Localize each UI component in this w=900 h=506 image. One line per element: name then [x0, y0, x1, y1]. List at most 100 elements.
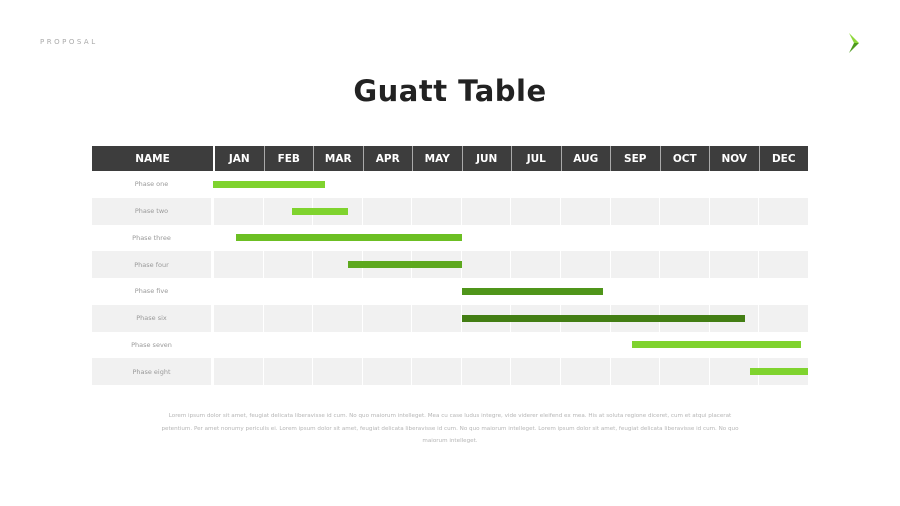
phase-timeline — [213, 304, 808, 332]
month-cell — [262, 358, 313, 385]
month-cell — [609, 278, 660, 305]
month-cell — [510, 224, 560, 252]
phase-row: Phase four — [92, 251, 808, 278]
month-cell — [609, 171, 660, 198]
month-cell — [361, 171, 412, 198]
month-header-oct: OCT — [659, 146, 709, 171]
phase-name: Phase six — [92, 304, 213, 332]
gantt-bar[interactable] — [213, 180, 325, 188]
month-cell — [460, 197, 511, 225]
gantt-bar[interactable] — [749, 368, 808, 376]
month-cell — [659, 251, 709, 278]
month-cell — [361, 331, 412, 359]
month-cell — [758, 171, 808, 198]
month-header-sep: SEP — [610, 146, 660, 171]
month-cell — [758, 304, 808, 332]
month-cell — [312, 278, 362, 305]
phase-name: Phase eight — [92, 358, 213, 385]
month-cell — [560, 197, 610, 225]
month-cell — [758, 224, 808, 252]
month-cell — [659, 278, 709, 305]
month-cell — [262, 304, 313, 332]
month-cell — [609, 331, 660, 359]
month-cell — [560, 171, 610, 198]
month-cell — [411, 171, 461, 198]
month-cell — [460, 251, 511, 278]
month-cell — [411, 358, 461, 385]
month-header-mar: MAR — [313, 146, 363, 171]
month-cell — [312, 331, 362, 359]
phase-timeline — [213, 331, 808, 359]
month-cell — [411, 197, 461, 225]
phase-row: Phase six — [92, 304, 808, 332]
month-cell — [213, 278, 263, 305]
gantt-bar[interactable] — [462, 314, 745, 322]
month-cell — [659, 171, 709, 198]
month-cell — [659, 224, 709, 252]
phase-timeline — [213, 171, 808, 198]
month-cell — [609, 358, 660, 385]
month-cell — [708, 278, 759, 305]
month-header-jun: JUN — [461, 146, 511, 171]
month-cell — [411, 331, 461, 359]
gantt-bar[interactable] — [347, 261, 463, 269]
month-cell — [460, 224, 511, 252]
month-cell — [411, 304, 461, 332]
month-header-dec: DEC — [758, 146, 808, 171]
month-cell — [609, 197, 660, 225]
month-cell — [213, 331, 263, 359]
page-title: Guatt Table — [353, 74, 547, 108]
gantt-bar[interactable] — [631, 341, 801, 349]
phase-name: Phase one — [92, 171, 213, 198]
month-cell — [361, 278, 412, 305]
month-cell — [510, 251, 561, 278]
section-label: PROPOSAL — [40, 38, 98, 46]
phase-timeline — [213, 358, 808, 385]
name-column-header: NAME — [92, 146, 213, 171]
month-cell — [708, 171, 759, 198]
month-cell — [560, 331, 610, 359]
month-cell — [460, 331, 511, 359]
phase-timeline — [213, 251, 808, 278]
month-cell — [708, 224, 759, 252]
gantt-bar[interactable] — [235, 234, 463, 242]
phase-name: Phase four — [92, 251, 213, 278]
month-cell — [758, 197, 808, 225]
month-cell — [361, 304, 412, 332]
month-cell — [312, 358, 362, 385]
month-header-jan: JAN — [213, 146, 264, 171]
phase-row: Phase eight — [92, 358, 808, 385]
month-cell — [659, 197, 709, 225]
month-cell — [609, 251, 660, 278]
phase-name: Phase two — [92, 197, 213, 225]
month-cell — [262, 278, 313, 305]
month-header-apr: APR — [362, 146, 412, 171]
phase-timeline — [213, 278, 808, 305]
month-cell — [460, 171, 511, 198]
month-cell — [213, 224, 263, 252]
month-cell — [510, 197, 561, 225]
phase-timeline — [213, 224, 808, 252]
phase-row: Phase two — [92, 197, 808, 225]
month-cell — [708, 197, 759, 225]
month-cell — [560, 224, 610, 252]
gantt-bar[interactable] — [462, 287, 604, 295]
month-cell — [411, 278, 461, 305]
phase-name: Phase five — [92, 278, 213, 305]
month-cell — [560, 251, 610, 278]
month-cell — [758, 251, 808, 278]
month-cell — [213, 251, 263, 278]
gantt-table: NAME JAN FEB MAR APR MAY JUN JUL AUG SEP OCT NOV DE… — [92, 146, 808, 385]
month-cell — [213, 197, 263, 225]
body-paragraph: Lorem ipsum dolor sit amet, feugiat deli… — [161, 413, 739, 444]
month-cell — [560, 358, 610, 385]
month-cell — [758, 278, 808, 305]
gantt-bar[interactable] — [292, 207, 348, 215]
chevron-logo-icon — [849, 33, 859, 53]
phase-row: Phase three — [92, 224, 808, 252]
phase-row: Phase five — [92, 278, 808, 305]
month-cell — [659, 358, 709, 385]
month-cell — [213, 358, 263, 385]
month-cell — [510, 331, 560, 359]
month-cell — [361, 197, 412, 225]
